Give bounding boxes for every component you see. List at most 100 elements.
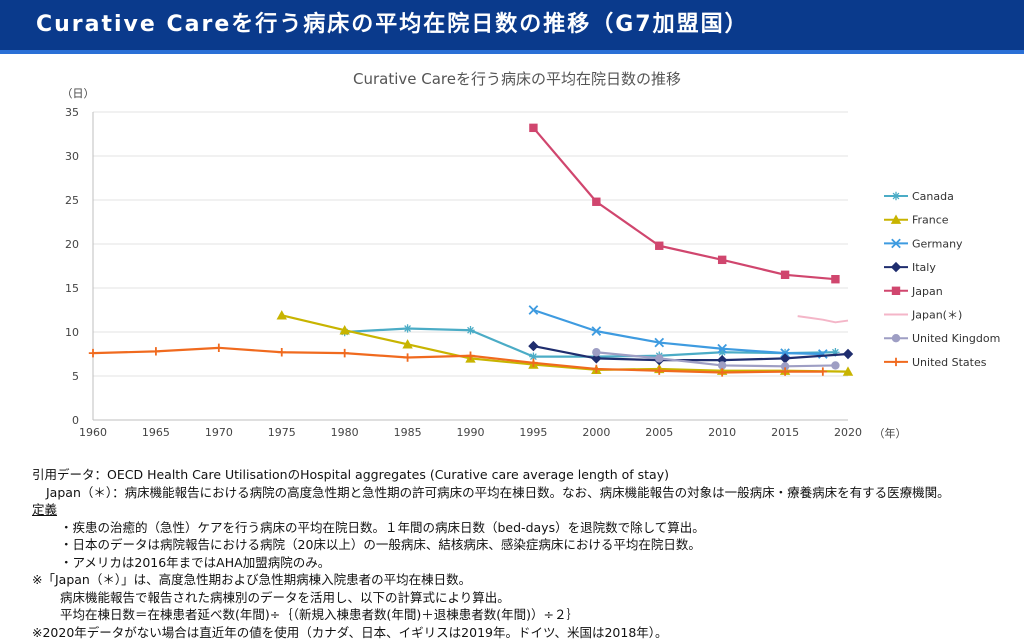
series-line-italy	[533, 345, 849, 362]
chart-gridlines	[93, 111, 848, 421]
data-point-france-1980	[339, 325, 350, 335]
notes-section: 引用データ：OECD Health Care UtilisationのHospi…	[32, 466, 1022, 641]
data-point-japan-2005	[655, 241, 664, 250]
legend-label-germany: Germany	[912, 237, 963, 250]
legend-label-italy: Italy	[912, 261, 936, 274]
y-tick-label-15: 15	[65, 282, 79, 295]
footnote-1: ※「Japan（＊）」は、高度急性期および急性期病棟入院患者の平均在棟日数。	[32, 572, 472, 587]
data-point-united-states-1960	[88, 348, 98, 358]
chart-series	[88, 123, 854, 377]
y-tick-label-0: 0	[72, 414, 79, 427]
data-point-france-2020	[842, 366, 854, 376]
definition-item-1: ・疾患の治癒的（急性）ケアを行う病床の平均在院日数。１年間の病床日数（bed-d…	[60, 519, 705, 535]
definition-item-2: ・日本のデータは病院報告における病院（20床以上）の一般病床、結核病床、感染症病…	[60, 537, 701, 552]
x-tick-label-2000: 2000	[582, 426, 610, 439]
series-germany	[528, 305, 828, 359]
series-line-japanstar	[797, 315, 849, 324]
legend-label-canada: Canada	[912, 190, 954, 203]
chart-axes: 0 5 10 15 20 25 30 35 1960 1965 1970 1975 1980 1985 19…	[65, 106, 862, 439]
legend-label-japan: Japan	[911, 285, 943, 298]
legend-marker-france	[890, 214, 902, 224]
series-japanstar	[797, 315, 849, 324]
legend-marker-united-states	[891, 357, 901, 367]
data-point-france-1975	[276, 310, 287, 320]
data-point-japan-2010	[717, 255, 727, 265]
data-point-united-states-1970	[214, 343, 224, 353]
data-point-germany-2000	[591, 326, 602, 336]
footnote-1-detail: 病床機能報告で報告された病棟別のデータを活用し、以下の計算式により算出。	[60, 589, 510, 605]
series-line-japan	[532, 127, 836, 281]
definition-item-3: ・アメリカは2016年まではAHA加盟病院のみ。	[60, 554, 331, 570]
data-point-united-kingdom-2005	[655, 354, 664, 363]
series-line-france	[281, 314, 849, 373]
data-point-japan-1995	[529, 123, 538, 133]
data-point-italy-1995	[528, 340, 539, 352]
x-axis-unit-label: （年）	[874, 426, 907, 440]
data-point-united-states-1965	[151, 347, 161, 356]
series-united-states	[88, 343, 828, 377]
legend-label-united-kingdom: United Kingdom	[912, 332, 1000, 345]
data-point-united-states-1975	[277, 348, 286, 357]
footnote-1-formula: 平均在棟日数＝在棟患者延べ数(年間)÷｛（新規入棟患者数(年間)＋退棟患者数(年…	[60, 607, 579, 622]
legend-item-germany: Germany	[884, 237, 963, 250]
x-tick-label-1985: 1985	[394, 426, 422, 439]
page-title: Curative Careを行う病床の平均在院日数の推移（G7加盟国）	[36, 12, 749, 37]
legend-marker-united-kingdom	[891, 334, 901, 343]
data-point-united-states-2005	[655, 366, 664, 375]
x-tick-label-2015: 2015	[771, 426, 799, 439]
legend-item-japan: Japan	[884, 285, 943, 298]
data-point-germany-1995	[528, 305, 539, 315]
legend-item-italy: Italy	[884, 261, 936, 274]
x-tick-label-1980: 1980	[331, 426, 359, 439]
legend-label-france: France	[912, 214, 949, 227]
legend-label-united-states: United States	[912, 356, 987, 369]
data-point-canada-2010	[717, 348, 727, 357]
x-tick-label-2020: 2020	[834, 426, 862, 439]
data-point-united-states-2015	[780, 367, 790, 376]
y-tick-label-30: 30	[65, 150, 79, 163]
data-point-italy-2020	[842, 348, 854, 360]
legend-item-france: France	[884, 214, 949, 227]
legend-marker-germany	[891, 238, 901, 249]
legend-item-japanstar: Japan(＊)	[884, 309, 962, 322]
x-tick-label-1960: 1960	[79, 426, 107, 439]
legend-label-japanstar: Japan(＊)	[911, 309, 962, 322]
legend-item-canada: Canada	[884, 190, 954, 203]
x-tick-label-1975: 1975	[268, 426, 296, 439]
y-tick-label-10: 10	[65, 326, 79, 339]
data-point-italy-2000	[591, 353, 602, 364]
y-tick-label-25: 25	[65, 194, 79, 207]
data-point-united-states-1980	[340, 348, 349, 358]
y-tick-label-35: 35	[65, 106, 79, 119]
legend-marker-japan	[891, 286, 901, 295]
x-tick-label-1990: 1990	[457, 426, 485, 439]
legend-item-united-states: United States	[884, 356, 987, 369]
footnote-2: ※2020年データがない場合は直近年の値を使用（カナダ、日本、イギリスは2019…	[32, 624, 668, 640]
data-point-united-kingdom-2000	[592, 348, 601, 357]
data-point-united-kingdom-2015	[780, 362, 790, 371]
line-chart: Curative Careを行う病床の平均在院日数の推移 （日） （年） 0 5 1…	[62, 70, 1001, 440]
source-note: 引用データ：OECD Health Care UtilisationのHospi…	[32, 467, 669, 482]
data-point-germany-2010	[717, 343, 728, 354]
y-tick-label-5: 5	[72, 370, 79, 383]
x-tick-label-2010: 2010	[708, 426, 736, 439]
data-point-united-states-2018	[818, 367, 828, 376]
chart-title: Curative Careを行う病床の平均在院日数の推移	[353, 70, 681, 88]
data-point-united-states-2010	[717, 368, 727, 377]
data-point-france-1985	[402, 339, 413, 349]
data-point-germany-2005	[654, 337, 665, 348]
x-tick-label-1995: 1995	[519, 426, 547, 439]
legend-marker-canada	[891, 191, 901, 201]
data-point-japan-2015	[780, 270, 790, 279]
data-point-united-kingdom-2019	[831, 361, 840, 370]
chart-legend: Canada France Germany Italy Japan Japan(＊) Uni…	[884, 190, 1000, 369]
data-point-united-states-2000	[592, 364, 601, 374]
data-point-united-states-1985	[403, 353, 412, 362]
data-point-japan-2019	[831, 275, 840, 284]
data-point-japan-2000	[592, 197, 601, 206]
data-point-united-states-1990	[466, 351, 475, 360]
y-tick-label-20: 20	[65, 238, 79, 251]
data-point-united-kingdom-2010	[717, 361, 727, 370]
definition-heading: 定義	[32, 502, 58, 517]
legend-item-united-kingdom: United Kingdom	[884, 332, 1000, 345]
